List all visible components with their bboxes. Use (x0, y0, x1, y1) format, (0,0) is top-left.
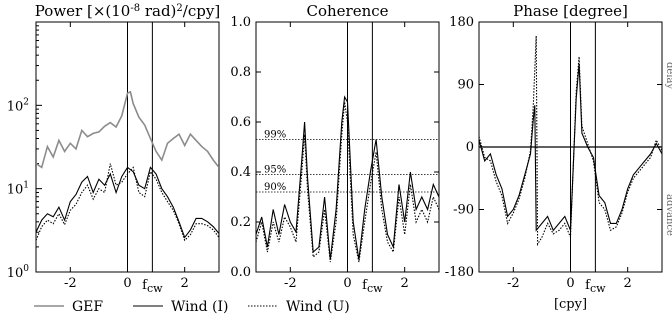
y-tick-label: -180 (445, 265, 474, 280)
y-tick-label: 90 (457, 78, 474, 93)
fcw-label: fcw (142, 278, 163, 295)
legend-label: GEF (72, 299, 103, 315)
fcw-label-base: f (585, 278, 591, 293)
title-text: Coherence (306, 2, 388, 20)
series-line-wind-u (479, 35, 662, 247)
series-line-wind-i (256, 95, 439, 260)
title-exponent-2: 2 (176, 3, 182, 14)
panel-title: Phase [degree] (513, 2, 628, 20)
fcw-label: fcw (585, 278, 606, 295)
x-tick-label-zero: 0 (123, 276, 131, 291)
y-tick-label: -90 (453, 203, 474, 218)
significance-label: 99% (264, 130, 286, 141)
series-line-gef (36, 90, 219, 169)
series-line-wind-u (36, 163, 219, 242)
fcw-label-base: f (362, 278, 368, 293)
y-tick-base: 10 (7, 183, 24, 198)
y-tick-label: 0.4 (230, 165, 251, 180)
x-tick-label: 2 (401, 276, 409, 291)
fcw-label-sub: cw (147, 282, 163, 295)
y-tick-label: 1.0 (230, 15, 251, 30)
y-tick-label: 102 (7, 97, 29, 114)
x-tick-label: 2 (624, 276, 632, 291)
series-line-wind-u (256, 101, 439, 263)
fcw-label-base: f (142, 278, 148, 293)
title-exponent: -8 (130, 3, 140, 14)
side-label-delay: delay (664, 62, 672, 89)
x-tick-label: -2 (284, 276, 297, 291)
y-tick-exponent: 2 (23, 97, 29, 107)
y-tick-exponent: 1 (23, 181, 29, 191)
y-tick-label: 0 (466, 140, 474, 155)
x-tick-label: -2 (64, 276, 77, 291)
y-tick-label: 0.2 (230, 215, 251, 230)
legend-label: Wind (I) (171, 299, 229, 315)
y-tick-label: 0.8 (230, 65, 251, 80)
side-label-advance: advance (664, 194, 672, 236)
y-tick-label: 180 (449, 15, 474, 30)
fcw-label-sub: cw (590, 282, 606, 295)
title-text: Phase [degree] (513, 2, 628, 20)
significance-label: 95% (264, 165, 286, 176)
title-text-tail: rad) (140, 2, 176, 20)
y-tick-label: 100 (7, 264, 30, 281)
legend: GEF Wind (I) Wind (U) (34, 299, 350, 315)
panel-title: Power [×(10-8 rad)2/cpy] (35, 2, 220, 20)
y-tick-base: 10 (7, 99, 24, 114)
x-tick-label: -2 (507, 276, 520, 291)
y-tick-label: 0.0 (230, 265, 251, 280)
y-tick-exponent: 0 (23, 264, 29, 274)
x-tick-label-zero: 0 (566, 276, 574, 291)
title-text-end: /cpy] (183, 2, 220, 20)
legend-label: Wind (U) (286, 299, 350, 315)
y-tick-label: 101 (7, 181, 29, 198)
significance-label: 90% (264, 182, 286, 193)
y-tick-label: 0.6 (230, 115, 251, 130)
x-tick-label: 2 (181, 276, 189, 291)
series-line-wind-i (479, 63, 662, 232)
panel-2: Coherence -2 2 0.0 0.2 0.4 0.6 0.8 1.0 99% 95% 90% 0… (230, 2, 440, 295)
title-text: Power [×(10 (35, 2, 131, 20)
y-tick-base: 10 (7, 266, 24, 281)
series-line-wind-i (36, 166, 219, 239)
panel-title: Coherence (306, 2, 388, 20)
x-axis-label: [cpy] (554, 297, 587, 312)
fcw-label: fcw (362, 278, 383, 295)
fcw-label-sub: cw (367, 282, 383, 295)
x-tick-label-zero: 0 (343, 276, 351, 291)
